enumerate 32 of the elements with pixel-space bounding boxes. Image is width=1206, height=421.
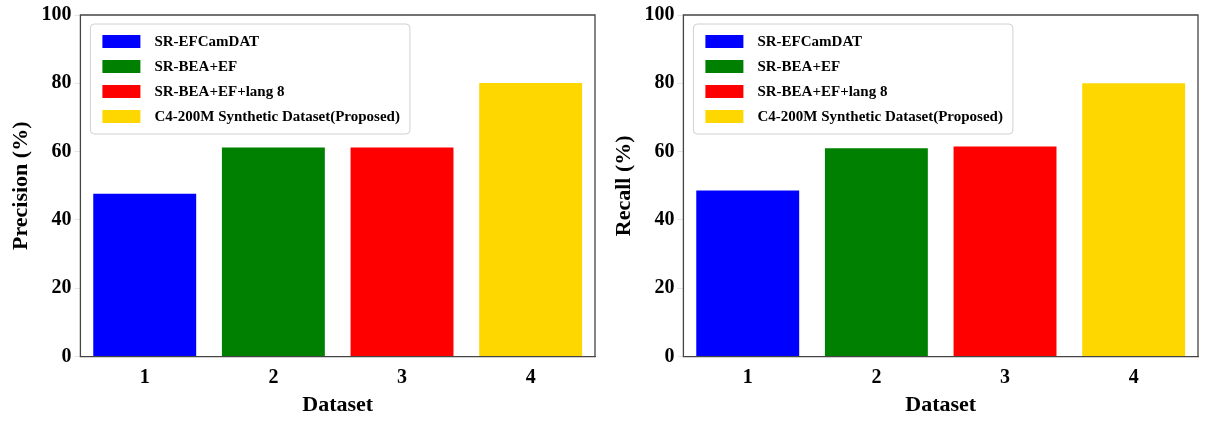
- y-tick-label: 20: [654, 275, 675, 298]
- y-tick-label: 20: [51, 275, 72, 298]
- y-axis-title: Precision (%): [6, 121, 32, 251]
- y-tick-label: 40: [654, 207, 675, 230]
- x-tick-label: 1: [742, 364, 753, 387]
- x-tick-label: 1: [139, 364, 150, 387]
- x-tick-label: 2: [871, 364, 882, 387]
- y-tick-label: 100: [41, 2, 72, 25]
- y-tick-label: 40: [51, 207, 72, 230]
- y-tick-label: 80: [51, 70, 72, 93]
- y-tick-label: 100: [644, 2, 675, 25]
- y-tick-label: 60: [51, 138, 72, 161]
- legend-label: SR-BEA+EF: [757, 57, 841, 74]
- y-tick-label: 80: [654, 70, 675, 93]
- x-tick-label: 3: [1000, 364, 1011, 387]
- legend-label: SR-BEA+EF: [154, 57, 238, 74]
- x-tick-label: 4: [1128, 364, 1139, 387]
- x-axis-title: Dataset: [905, 391, 977, 417]
- y-axis-title: Recall (%): [609, 135, 635, 237]
- y-tick-label: 0: [664, 343, 675, 366]
- legend-label: SR-EFCamDAT: [757, 32, 863, 49]
- x-tick-label: 4: [525, 364, 536, 387]
- legend-label: C4-200M Synthetic Dataset(Proposed): [757, 107, 1003, 125]
- legend-label: SR-EFCamDAT: [154, 32, 260, 49]
- x-tick-label: 2: [268, 364, 279, 387]
- y-tick-label: 0: [61, 343, 72, 366]
- y-tick-label: 60: [654, 138, 675, 161]
- legend-label: SR-BEA+EF+lang 8: [154, 82, 285, 99]
- legend-label: SR-BEA+EF+lang 8: [757, 82, 888, 99]
- x-tick-label: 3: [397, 364, 408, 387]
- legend-label: C4-200M Synthetic Dataset(Proposed): [154, 107, 400, 125]
- x-axis-title: Dataset: [302, 391, 374, 417]
